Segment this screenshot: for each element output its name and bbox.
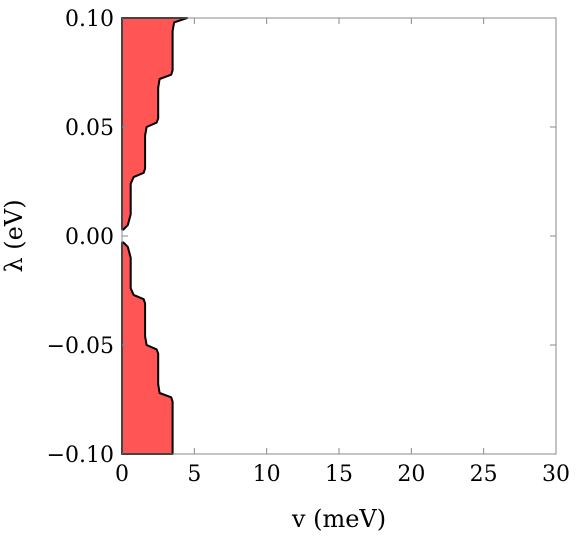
x-axis-ticks: 0 5 10 15 20 25 30 [115, 18, 570, 487]
region-lower [121, 241, 174, 455]
y-tick-label: 0.05 [65, 116, 114, 141]
y-tick-label: −0.05 [47, 334, 114, 359]
x-tick-label: 25 [470, 462, 498, 487]
y-tick-label: 0.00 [65, 225, 114, 250]
y-axis-ticks: 0.10 0.05 0.00 −0.05 −0.10 [47, 7, 556, 468]
x-tick-label: 10 [253, 462, 281, 487]
y-tick-label: 0.10 [65, 7, 114, 32]
x-tick-label: 15 [325, 462, 353, 487]
y-tick-label: −0.10 [47, 443, 114, 468]
filled-regions [121, 17, 189, 455]
x-axis-title: v (meV) [291, 505, 386, 533]
x-tick-label: 0 [115, 462, 129, 487]
y-axis-title: λ (eV) [0, 199, 28, 272]
x-tick-label: 30 [542, 462, 570, 487]
x-tick-label: 20 [397, 462, 425, 487]
x-tick-label: 5 [187, 462, 201, 487]
region-upper [121, 17, 189, 231]
